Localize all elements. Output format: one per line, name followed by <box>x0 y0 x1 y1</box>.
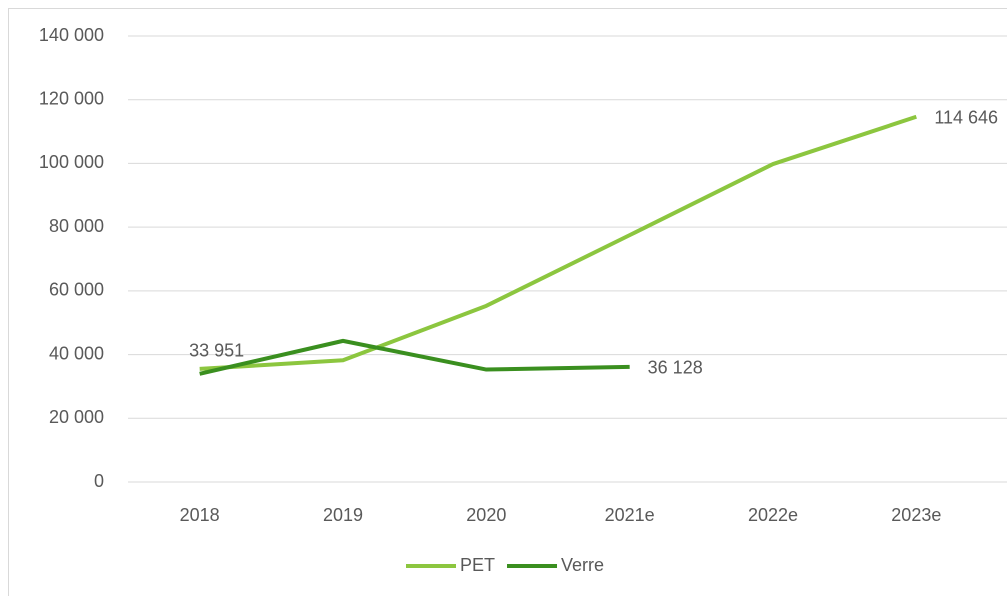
y-tick-label: 100 000 <box>39 152 104 172</box>
y-tick-label: 120 000 <box>39 88 104 108</box>
chart-frame <box>8 8 1007 596</box>
x-tick-label: 2019 <box>323 505 363 525</box>
line-series <box>199 114 917 371</box>
line-series <box>199 338 630 376</box>
x-tick-label: 2022e <box>748 505 798 525</box>
data-label: 114 646 <box>934 108 998 128</box>
y-tick-label: 40 000 <box>49 343 104 363</box>
y-tick-label: 20 000 <box>49 407 104 427</box>
x-tick-label: 2020 <box>466 505 506 525</box>
data-label: 36 128 <box>648 358 703 378</box>
y-tick-label: 0 <box>94 471 104 491</box>
x-tick-label: 2023e <box>891 505 941 525</box>
data-label: 33 951 <box>189 341 244 361</box>
y-tick-label: 60 000 <box>49 280 104 300</box>
y-tick-label: 140 000 <box>39 25 104 45</box>
legend-label: PET <box>460 555 495 575</box>
x-tick-label: 2021e <box>605 505 655 525</box>
x-tick-label: 2018 <box>180 505 220 525</box>
y-tick-label: 80 000 <box>49 216 104 236</box>
legend-label: Verre <box>561 555 604 575</box>
